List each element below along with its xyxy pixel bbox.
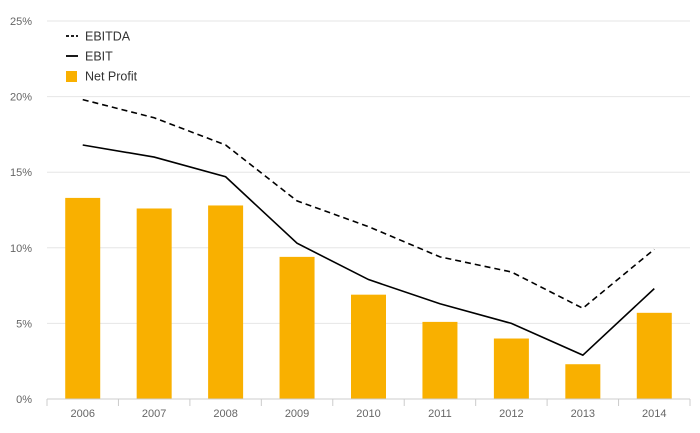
- x-tick-label: 2013: [571, 408, 595, 420]
- x-tick-label: 2014: [642, 408, 666, 420]
- x-tick-label: 2010: [356, 408, 380, 420]
- bar-2013: [565, 364, 601, 399]
- x-tick-label: 2009: [285, 408, 309, 420]
- legend-label-ebitda: EBITDA: [85, 30, 131, 44]
- x-tick-label: 2006: [70, 408, 94, 420]
- bar-2007: [136, 208, 172, 399]
- legend-label-net-profit: Net Profit: [85, 70, 138, 84]
- bar-2014: [636, 312, 672, 399]
- y-axis-tick-labels: 0% 5% 10% 15% 20% 25%: [10, 16, 32, 406]
- legend-swatch-net-profit: [66, 71, 77, 82]
- y-tick-label: 15%: [10, 167, 32, 179]
- bar-2008: [208, 205, 244, 399]
- legend: EBITDA EBIT Net Profit: [66, 30, 138, 84]
- line-series: [82, 98, 655, 357]
- x-axis-tick-labels: 2006 2007 2008 2009 2010 2011 2012 2013 2014: [70, 408, 666, 420]
- bar-2009: [279, 256, 315, 399]
- legend-label-ebit: EBIT: [85, 50, 113, 64]
- y-tick-label: 25%: [10, 16, 32, 28]
- x-tick-label: 2008: [213, 408, 237, 420]
- y-tick-label: 0%: [16, 394, 32, 406]
- x-tick-label: 2007: [142, 408, 166, 420]
- bar-2012: [493, 338, 529, 399]
- x-axis: [46, 398, 691, 406]
- bar-series-net-profit: [65, 197, 672, 399]
- y-tick-label: 5%: [16, 318, 32, 330]
- bar-2010: [351, 294, 386, 399]
- bar-2006: [65, 197, 101, 399]
- line-ebitda: [82, 98, 655, 310]
- line-ebit: [82, 144, 655, 357]
- x-tick-label: 2011: [428, 408, 452, 420]
- y-tick-label: 10%: [10, 243, 32, 255]
- x-tick-label: 2012: [499, 408, 523, 420]
- bar-2011: [422, 321, 458, 399]
- y-tick-label: 20%: [10, 92, 32, 104]
